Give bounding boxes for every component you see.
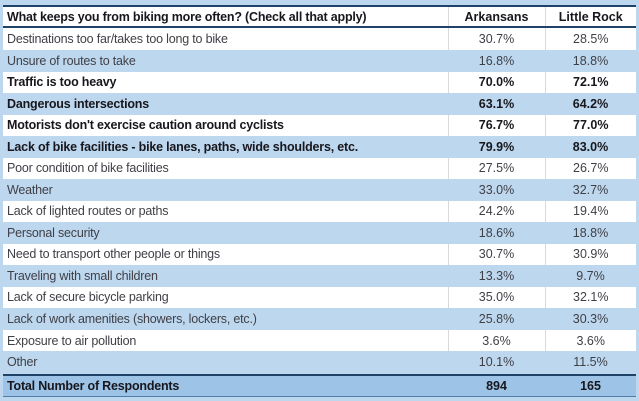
row-label: Lack of secure bicycle parking bbox=[7, 290, 169, 305]
row-arkansans-value: 70.0% bbox=[447, 71, 545, 94]
row-label: Dangerous intersections bbox=[7, 96, 149, 111]
row-little-rock-value: 30.3% bbox=[572, 312, 609, 326]
total-row: Total Number of Respondents 894 165 bbox=[3, 374, 636, 397]
row-little-rock-value: 32.7% bbox=[572, 182, 609, 197]
header-question: What keeps you from biking more often? (… bbox=[7, 9, 367, 24]
row-little-rock-value: 26.7% bbox=[544, 157, 636, 180]
row-label: Motorists don't exercise caution around … bbox=[7, 118, 284, 133]
row-label: Need to transport other people or things bbox=[7, 247, 220, 262]
row-label: Lack of lighted routes or paths bbox=[7, 204, 169, 219]
header-col-little-rock: Little Rock bbox=[544, 6, 636, 27]
table-row: Personal security 18.6% 18.8% bbox=[3, 222, 636, 244]
table-row: Lack of secure bicycle parking 35.0% 32.… bbox=[3, 286, 636, 309]
row-little-rock-value: 64.2% bbox=[572, 96, 609, 111]
row-label: Personal security bbox=[7, 225, 100, 240]
row-label: Weather bbox=[7, 182, 53, 197]
table-row: Traveling with small children 13.3% 9.7% bbox=[3, 265, 636, 287]
row-label: Traveling with small children bbox=[7, 268, 158, 283]
row-little-rock-value: 77.0% bbox=[544, 114, 636, 137]
table-row: Other 10.1% 11.5% bbox=[3, 351, 636, 375]
row-label: Traffic is too heavy bbox=[7, 75, 117, 90]
row-arkansans-value: 25.8% bbox=[478, 312, 515, 326]
header-col-arkansans: Arkansans bbox=[447, 6, 545, 27]
row-little-rock-value: 83.0% bbox=[572, 139, 609, 154]
total-label: Total Number of Respondents bbox=[7, 378, 180, 393]
row-label: Lack of work amenities (showers, lockers… bbox=[7, 312, 257, 326]
row-little-rock-value: 32.1% bbox=[544, 286, 636, 309]
row-little-rock-value: 30.9% bbox=[544, 243, 636, 266]
row-little-rock-value: 19.4% bbox=[544, 200, 636, 223]
row-arkansans-value: 24.2% bbox=[447, 200, 545, 223]
table-row: Lack of bike facilities - bike lanes, pa… bbox=[3, 136, 636, 158]
row-arkansans-value: 79.9% bbox=[478, 139, 515, 154]
table-row: Traffic is too heavy 70.0% 72.1% bbox=[3, 71, 636, 94]
row-label: Unsure of routes to take bbox=[7, 53, 136, 68]
row-arkansans-value: 30.7% bbox=[447, 243, 545, 266]
table-row: Lack of lighted routes or paths 24.2% 19… bbox=[3, 200, 636, 223]
row-label: Other bbox=[7, 355, 38, 370]
row-arkansans-value: 33.0% bbox=[478, 182, 515, 197]
table-row: Unsure of routes to take 16.8% 18.8% bbox=[3, 50, 636, 72]
row-arkansans-value: 3.6% bbox=[447, 329, 545, 352]
row-arkansans-value: 35.0% bbox=[447, 286, 545, 309]
row-arkansans-value: 27.5% bbox=[447, 157, 545, 180]
row-arkansans-value: 30.7% bbox=[447, 27, 545, 51]
row-little-rock-value: 72.1% bbox=[544, 71, 636, 94]
row-label: Lack of bike facilities - bike lanes, pa… bbox=[7, 139, 359, 154]
row-arkansans-value: 13.3% bbox=[478, 268, 515, 283]
table-row: Dangerous intersections 63.1% 64.2% bbox=[3, 93, 636, 115]
table-row: Weather 33.0% 32.7% bbox=[3, 179, 636, 201]
row-arkansans-value: 18.6% bbox=[478, 225, 515, 240]
row-arkansans-value: 10.1% bbox=[478, 355, 515, 370]
table-row: Motorists don't exercise caution around … bbox=[3, 114, 636, 137]
total-arkansans-value: 894 bbox=[486, 378, 507, 393]
row-arkansans-value: 76.7% bbox=[447, 114, 545, 137]
table-row: Exposure to air pollution 3.6% 3.6% bbox=[3, 329, 636, 352]
row-little-rock-value: 18.8% bbox=[572, 53, 609, 68]
header-row: What keeps you from biking more often? (… bbox=[3, 6, 636, 27]
table-row: Poor condition of bike facilities 27.5% … bbox=[3, 157, 636, 180]
table-row: Need to transport other people or things… bbox=[3, 243, 636, 266]
row-label: Exposure to air pollution bbox=[7, 333, 137, 348]
row-arkansans-value: 63.1% bbox=[478, 96, 515, 111]
row-little-rock-value: 28.5% bbox=[544, 27, 636, 51]
table-row: Destinations too far/takes too long to b… bbox=[3, 27, 636, 51]
row-label: Poor condition of bike facilities bbox=[7, 161, 169, 176]
row-little-rock-value: 11.5% bbox=[573, 355, 608, 370]
row-label: Destinations too far/takes too long to b… bbox=[7, 32, 228, 47]
row-little-rock-value: 3.6% bbox=[544, 329, 636, 352]
row-little-rock-value: 9.7% bbox=[576, 268, 605, 283]
total-little-rock-value: 165 bbox=[580, 378, 601, 393]
table-row: Lack of work amenities (showers, lockers… bbox=[3, 308, 636, 330]
row-arkansans-value: 16.8% bbox=[478, 53, 515, 68]
bike-barriers-survey-table: What keeps you from biking more often? (… bbox=[3, 5, 636, 397]
row-little-rock-value: 18.8% bbox=[572, 225, 609, 240]
